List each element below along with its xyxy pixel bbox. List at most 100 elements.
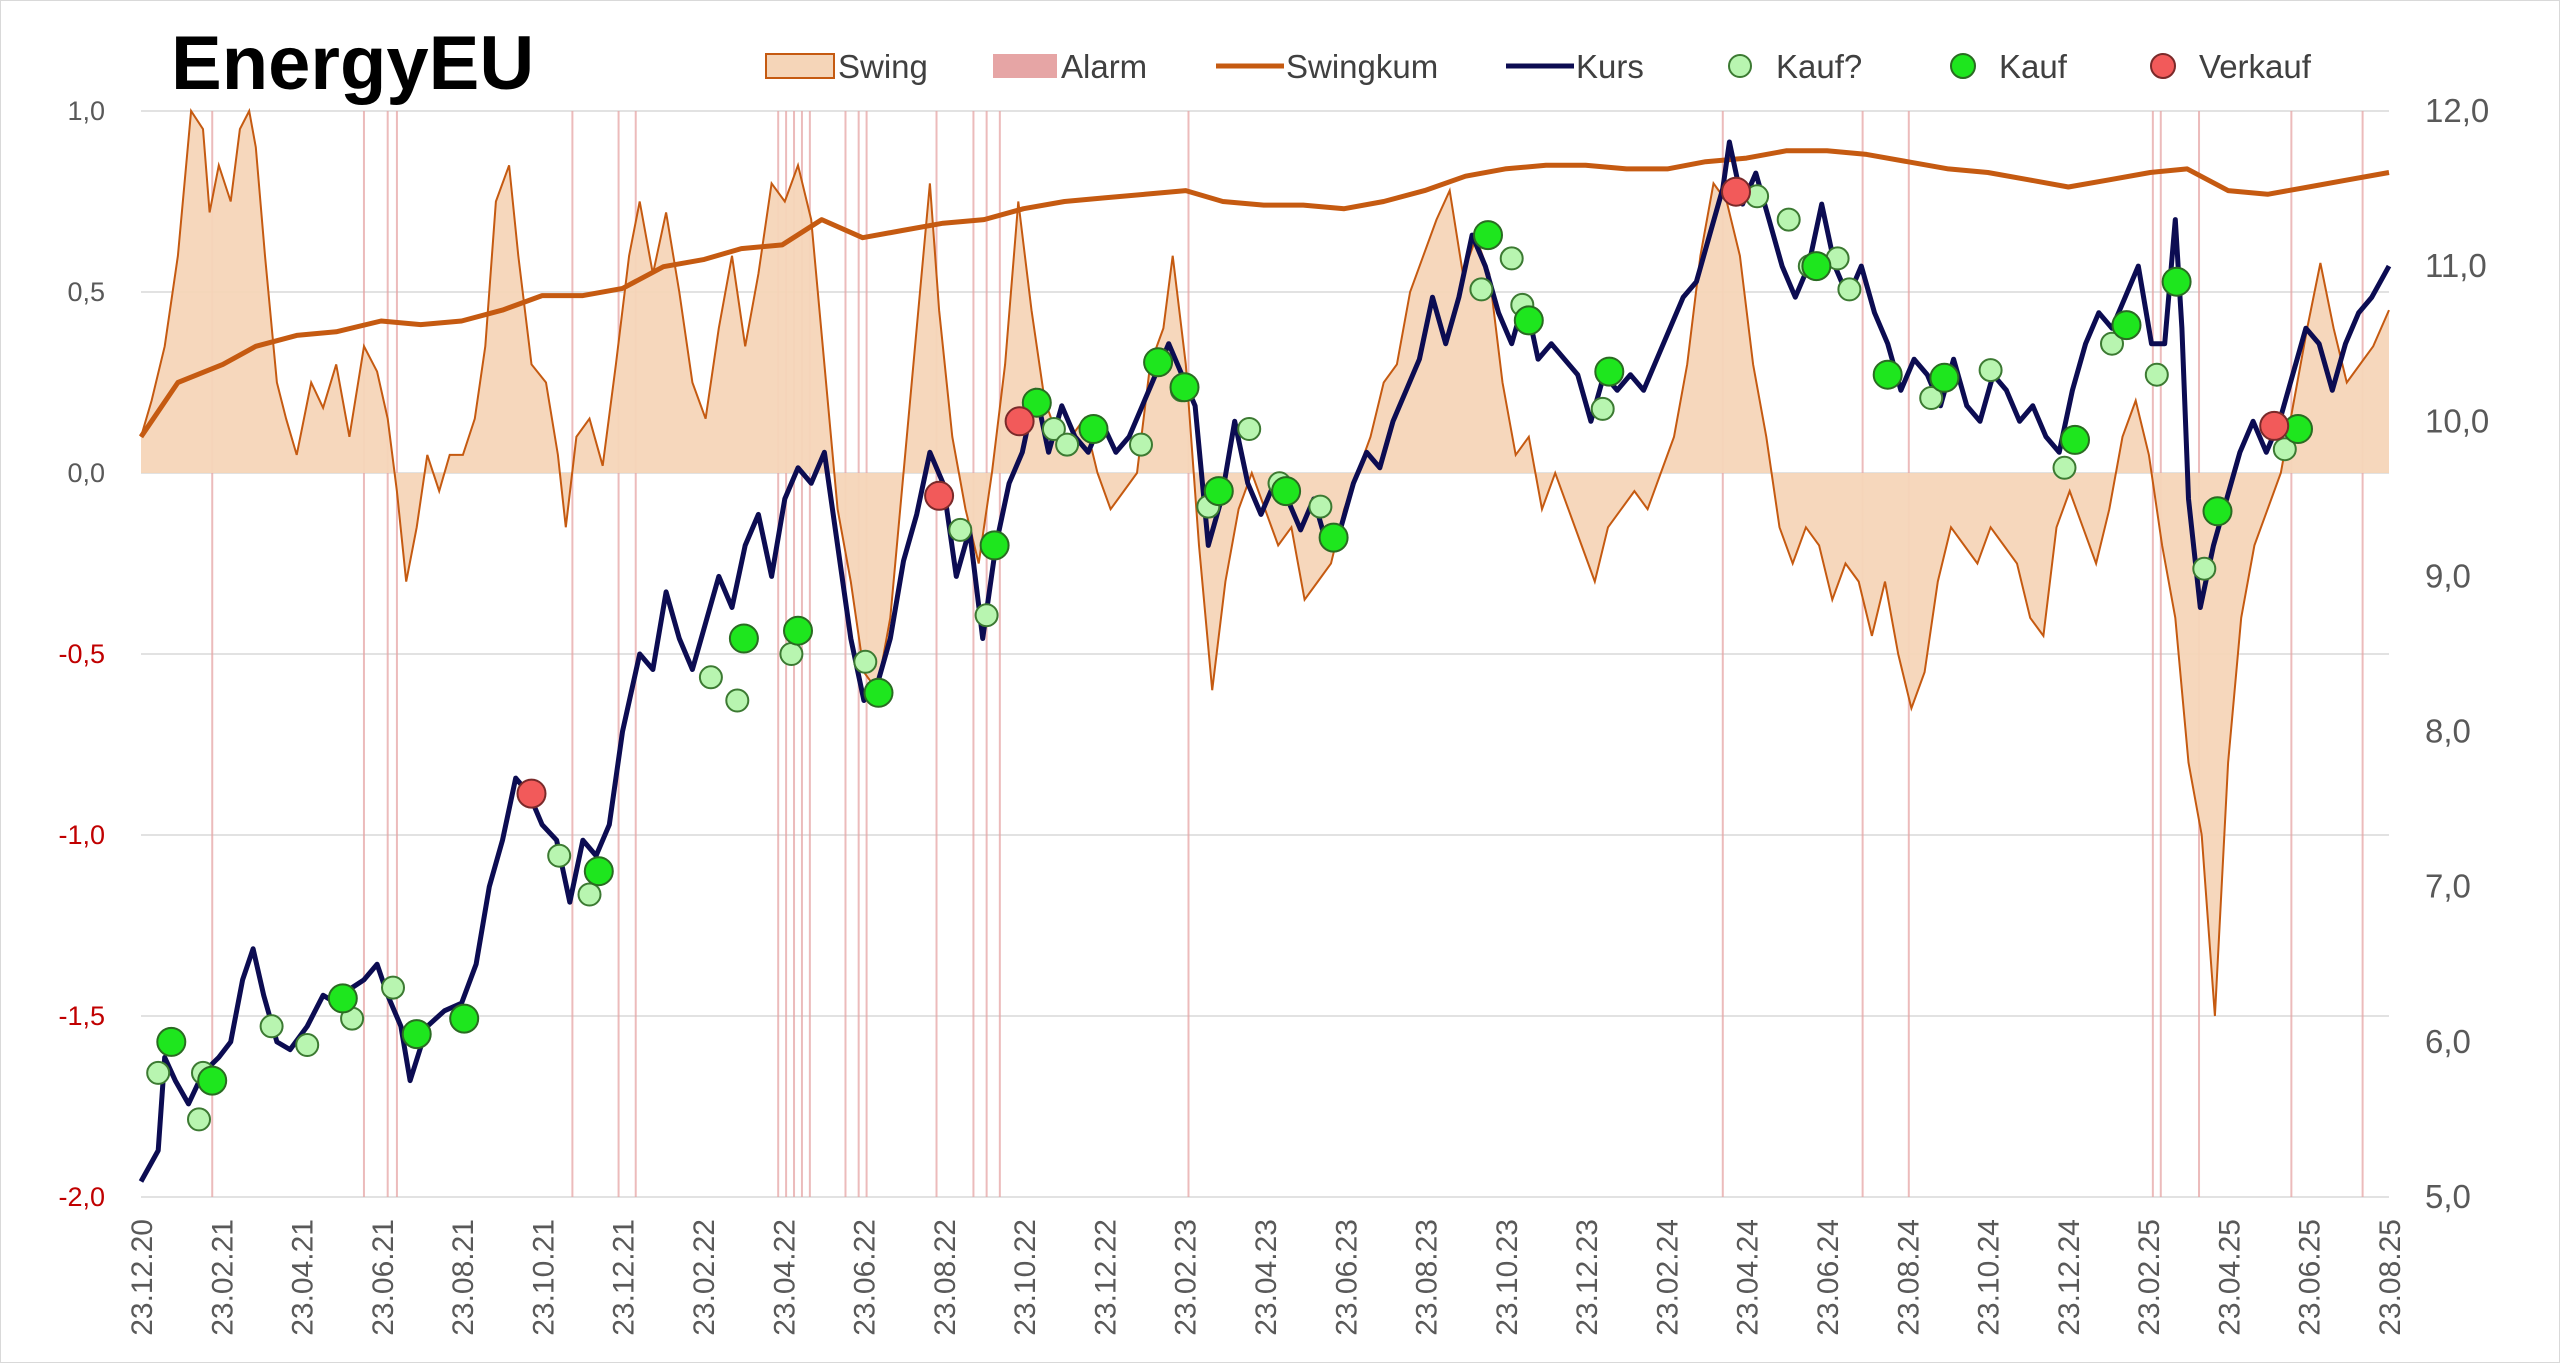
marker-kaufq-8 [577, 882, 602, 907]
legend-label: Alarm [1061, 48, 1147, 85]
marker-kaufq-11 [779, 642, 804, 666]
marker-kaufq-12 [853, 649, 878, 674]
marker-kauf-60 [1872, 359, 1903, 390]
marker-kauf-44 [583, 856, 614, 887]
marker-kaufq-13 [948, 517, 973, 542]
marker-kaufq-20 [1237, 417, 1262, 441]
x-tick-label: 23.06.25 [2294, 1219, 2327, 1336]
y-left-tick-label: 0,0 [67, 458, 105, 488]
y-left-tick-label: 0,5 [67, 277, 105, 307]
x-tick-label: 23.10.21 [527, 1219, 560, 1336]
marker-kauf-63 [2111, 310, 2142, 341]
x-tick-label: 23.10.22 [1009, 1219, 1042, 1336]
x-tick-label: 23.06.22 [849, 1219, 882, 1336]
marker-kauf-46 [783, 615, 813, 646]
x-tick-label: 23.06.24 [1812, 1219, 1845, 1336]
legend: Swing Alarm Swingkum Kurs Kauf? Kauf Verkauf [765, 48, 2312, 85]
marker-kaufq-16 [1055, 432, 1080, 457]
x-tick-label: 23.02.21 [206, 1219, 239, 1336]
legend-label: Swingkum [1286, 48, 1438, 85]
marker-kauf-47 [863, 677, 894, 708]
marker-kaufq-35 [2100, 331, 2124, 356]
marker-kauf-45 [728, 623, 759, 654]
marker-kauf-53 [1203, 476, 1234, 507]
marker-kaufq-0 [146, 1060, 171, 1085]
marker-kaufq-23 [1469, 277, 1494, 302]
x-tick-label: 23.08.22 [929, 1219, 962, 1336]
chart-title: EnergyEU [171, 21, 534, 106]
marker-kauf-51 [1143, 347, 1174, 378]
y-left-tick-label: -2,0 [58, 1182, 105, 1212]
marker-kaufq-24 [1499, 246, 1524, 271]
x-tick-label: 23.04.22 [768, 1219, 801, 1336]
x-tick-label: 23.12.20 [126, 1219, 159, 1336]
marker-kaufq-34 [2052, 455, 2077, 480]
y-right-tick-label: 7,0 [2425, 868, 2471, 905]
x-tick-label: 23.04.23 [1250, 1219, 1283, 1336]
marker-kaufq-32 [1919, 386, 1944, 410]
y-right-tick-label: 5,0 [2425, 1178, 2471, 1215]
marker-verkauf-67 [516, 778, 547, 809]
x-tick-label: 23.04.24 [1732, 1219, 1765, 1336]
x-tick-label: 23.12.22 [1089, 1219, 1122, 1336]
marker-kaufq-4 [295, 1033, 320, 1057]
x-tick-label: 23.08.21 [447, 1219, 480, 1336]
y-left-tick-label: -0,5 [58, 639, 105, 669]
legend-swatch-kaufq [1728, 54, 1752, 78]
marker-verkauf-71 [2259, 410, 2290, 441]
trade-markers [146, 176, 2313, 1132]
marker-kaufq-1 [187, 1107, 211, 1132]
marker-kaufq-28 [1776, 207, 1801, 232]
y-right-tick-label: 8,0 [2425, 713, 2471, 750]
marker-kaufq-9 [698, 665, 723, 690]
marker-kauf-41 [327, 983, 358, 1014]
legend-swatch-kauf [1950, 53, 1976, 79]
x-tick-label: 23.04.25 [2213, 1219, 2246, 1336]
marker-kauf-43 [449, 1003, 480, 1034]
axes: 1,0 0,5 0,0 -0,5 -1,0 -1,5 -2,0 12,0 11,0 10,0 9,0… [58, 92, 2489, 1336]
x-tick-label: 23.02.23 [1170, 1219, 1203, 1336]
marker-kauf-64 [2161, 266, 2192, 297]
marker-kauf-42 [401, 1019, 432, 1050]
marker-kauf-52 [1169, 372, 1200, 403]
x-tick-label: 23.04.21 [287, 1219, 320, 1336]
x-tick-label: 23.02.25 [2133, 1219, 2166, 1336]
y-right-tick-label: 11,0 [2425, 247, 2487, 284]
marker-kauf-65 [2202, 496, 2233, 527]
swingkum-path [138, 148, 2390, 439]
x-tick-label: 23.08.23 [1411, 1219, 1444, 1336]
marker-kaufq-6 [381, 975, 405, 1000]
x-tick-label: 23.06.21 [367, 1219, 400, 1336]
legend-label: Verkauf [2199, 48, 2312, 85]
marker-kaufq-3 [259, 1014, 284, 1039]
marker-verkauf-68 [924, 480, 955, 511]
y-left-tick-label: 1,0 [67, 96, 105, 126]
x-tick-label: 23.12.24 [2053, 1219, 2086, 1336]
x-tick-label: 23.10.24 [1973, 1219, 2006, 1336]
x-tick-label: 23.06.23 [1330, 1219, 1363, 1336]
marker-kaufq-31 [1837, 277, 1862, 302]
x-tick-label: 23.12.23 [1571, 1219, 1604, 1336]
swing-fill [141, 111, 2389, 1016]
marker-kaufq-15 [1041, 417, 1066, 441]
y-right-tick-label: 12,0 [2425, 92, 2489, 129]
swing-area [140, 107, 2390, 1017]
kurs-path [138, 139, 2392, 1183]
marker-kauf-40 [197, 1065, 228, 1096]
x-tick-label: 23.08.24 [1892, 1219, 1925, 1336]
legend-label: Kauf [1999, 48, 2068, 85]
y-right-tick-label: 10,0 [2425, 402, 2489, 439]
legend-swatch-verkauf [2150, 53, 2176, 79]
legend-swatch-alarm [993, 54, 1057, 78]
marker-verkauf-69 [1004, 406, 1035, 437]
marker-kaufq-37 [2192, 556, 2217, 581]
y-left-tick-label: -1,0 [58, 820, 105, 850]
legend-label: Kauf? [1776, 48, 1862, 85]
marker-kaufq-26 [1590, 396, 1615, 421]
marker-kauf-50 [1078, 414, 1109, 444]
x-tick-label: 23.08.25 [2374, 1219, 2407, 1336]
marker-kauf-61 [1929, 362, 1960, 393]
x-tick-label: 23.10.23 [1491, 1219, 1524, 1336]
